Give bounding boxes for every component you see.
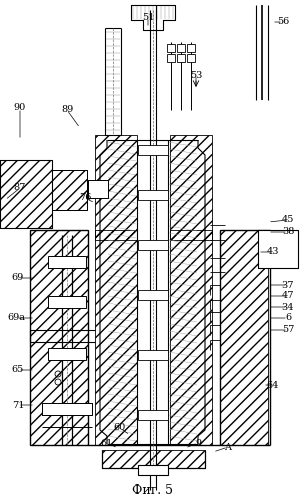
Text: 61: 61 [101, 438, 113, 448]
Text: 38: 38 [282, 228, 294, 236]
Bar [88, 180, 108, 198]
Text: 90: 90 [14, 104, 26, 112]
Text: 60: 60 [114, 424, 126, 432]
Bar [138, 290, 168, 300]
Bar [258, 230, 298, 268]
Bar [0, 160, 52, 228]
Bar [48, 348, 86, 360]
Bar [48, 256, 86, 268]
Text: 87: 87 [14, 184, 26, 192]
Bar [52, 170, 87, 210]
Text: 43: 43 [267, 248, 279, 256]
Text: 69: 69 [12, 274, 24, 282]
Bar [42, 403, 92, 415]
Bar [95, 135, 137, 240]
Bar [167, 44, 175, 52]
Bar [30, 230, 88, 445]
Text: 71: 71 [12, 400, 24, 409]
Bar [138, 240, 168, 250]
Bar [138, 350, 168, 360]
Text: A: A [224, 442, 231, 452]
Bar [220, 230, 268, 445]
Bar [102, 450, 205, 468]
Bar [258, 230, 298, 268]
Bar [187, 44, 195, 52]
Bar [138, 465, 168, 475]
Bar [138, 145, 168, 155]
Text: 65: 65 [12, 366, 24, 374]
Bar [167, 54, 175, 62]
Text: 56: 56 [277, 18, 289, 26]
Bar [170, 135, 212, 240]
Bar [52, 170, 87, 210]
Text: 37: 37 [282, 280, 294, 289]
Text: 45: 45 [282, 216, 294, 224]
Bar [88, 180, 108, 198]
Bar [42, 403, 92, 415]
Text: 89: 89 [61, 106, 73, 114]
Text: 57: 57 [282, 326, 294, 334]
Text: 34: 34 [282, 302, 294, 312]
Text: 69a: 69a [7, 314, 25, 322]
Text: 51: 51 [142, 12, 154, 22]
Bar [170, 230, 212, 445]
Text: 64: 64 [267, 380, 279, 390]
Text: Фиг. 5: Фиг. 5 [133, 484, 173, 496]
Bar [138, 410, 168, 420]
Bar [30, 70, 278, 465]
Bar [138, 190, 168, 200]
Text: 6: 6 [285, 314, 291, 322]
Bar [177, 44, 185, 52]
Bar [177, 54, 185, 62]
Bar [187, 54, 195, 62]
Bar [48, 296, 86, 308]
Text: 76: 76 [79, 194, 91, 202]
Bar [0, 160, 52, 228]
Text: 53: 53 [190, 70, 202, 80]
Bar [95, 230, 137, 445]
Text: 47: 47 [282, 292, 294, 300]
Text: 9: 9 [195, 438, 201, 448]
